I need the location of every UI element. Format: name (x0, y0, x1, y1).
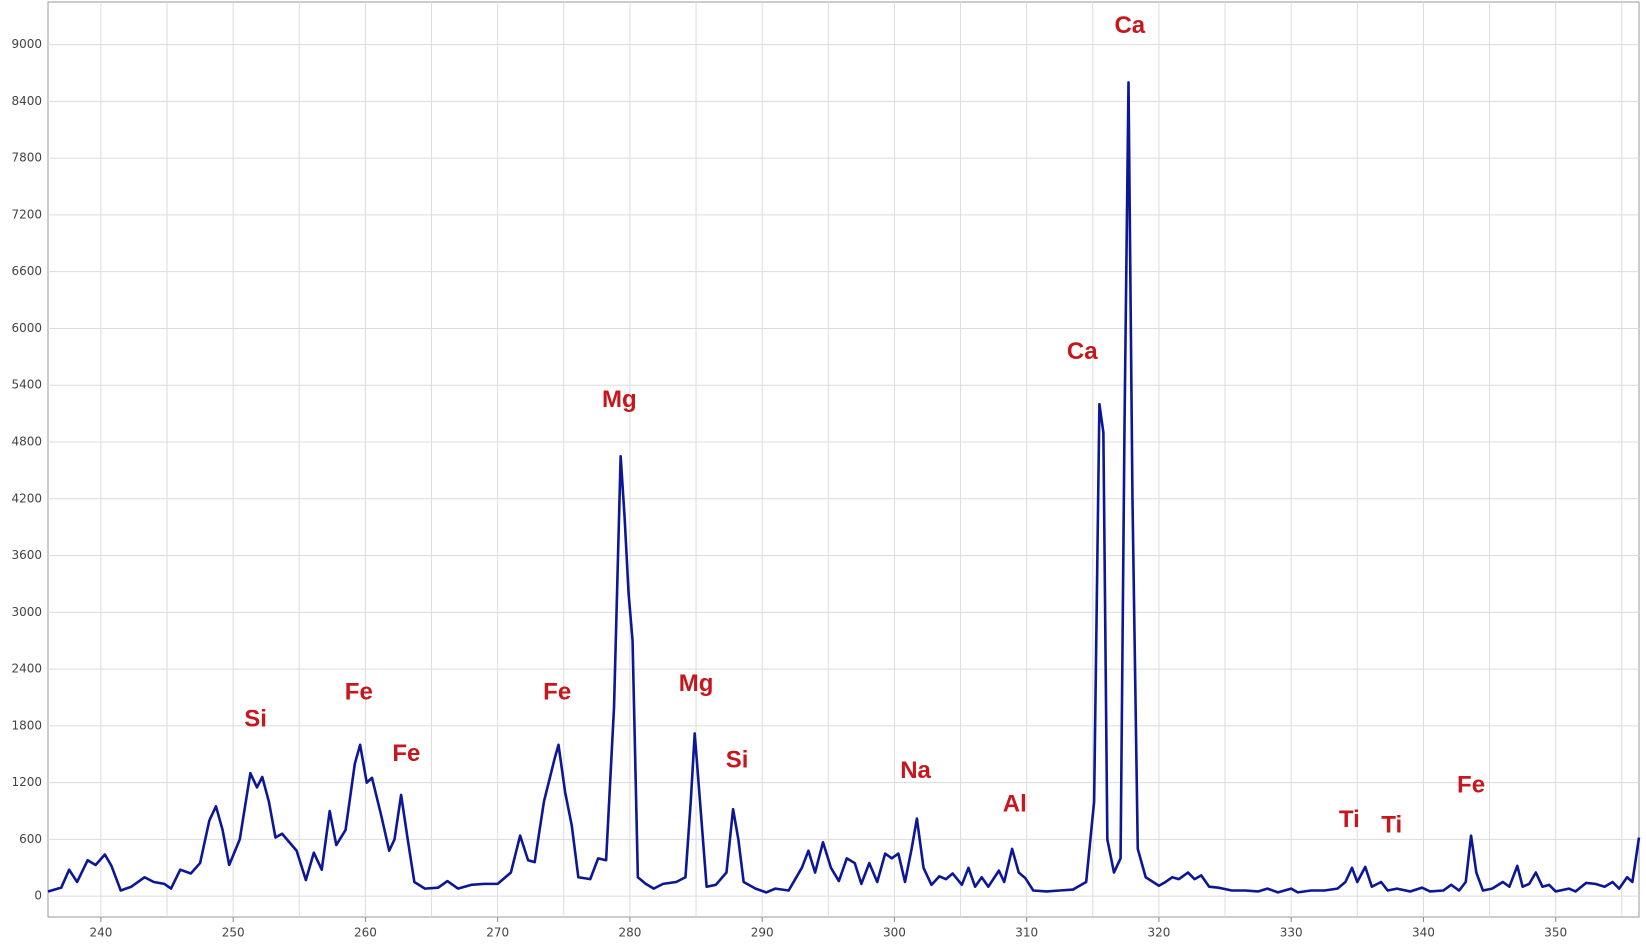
x-tick-label: 240 (89, 926, 112, 940)
spectrum-line (47, 81, 1641, 894)
y-tick-label: 4800 (11, 434, 42, 448)
y-tick-label: 8400 (11, 94, 42, 108)
x-tick-label: 350 (1544, 926, 1567, 940)
peak-label: Si (726, 746, 749, 773)
x-tick-label: 270 (486, 926, 509, 940)
y-tick-label: 4200 (11, 491, 42, 505)
y-tick-label: 3000 (11, 605, 42, 619)
x-tick-label: 280 (618, 926, 641, 940)
y-tick-label: 1200 (11, 775, 42, 789)
y-tick-label: 2400 (11, 662, 42, 676)
peak-label: Ca (1067, 338, 1098, 365)
peak-label: Al (1003, 790, 1027, 817)
y-tick-label: 7800 (11, 151, 42, 165)
x-tick-label: 340 (1412, 926, 1435, 940)
peak-label: Na (900, 757, 931, 784)
peak-label: Ca (1114, 12, 1145, 39)
peak-label: Ti (1339, 806, 1360, 833)
x-tick-label: 310 (1015, 926, 1038, 940)
peak-label: Fe (345, 678, 373, 705)
y-tick-label: 9000 (11, 37, 42, 51)
y-tick-label: 6600 (11, 264, 42, 278)
x-tick-label: 320 (1147, 926, 1170, 940)
x-tick-label: 330 (1280, 926, 1303, 940)
y-tick-label: 7200 (11, 207, 42, 221)
x-tick-label: 290 (751, 926, 774, 940)
peak-label: Fe (1457, 772, 1485, 799)
y-tick-label: 5400 (11, 378, 42, 392)
peak-label: Ti (1381, 811, 1402, 838)
x-tick-label: 300 (883, 926, 906, 940)
peak-label: Si (244, 706, 267, 733)
x-tick-label: 250 (222, 926, 245, 940)
plot-area (47, 1, 1640, 918)
peak-label: Mg (679, 670, 714, 697)
peak-label: Fe (543, 678, 571, 705)
x-tick-label: 260 (354, 926, 377, 940)
y-tick-label: 600 (19, 832, 42, 846)
peak-label: Fe (392, 740, 420, 767)
y-tick-label: 0 (34, 889, 42, 903)
y-tick-label: 1800 (11, 718, 42, 732)
peak-label: Mg (602, 386, 637, 413)
y-tick-label: 6000 (11, 321, 42, 335)
y-tick-label: 3600 (11, 548, 42, 562)
